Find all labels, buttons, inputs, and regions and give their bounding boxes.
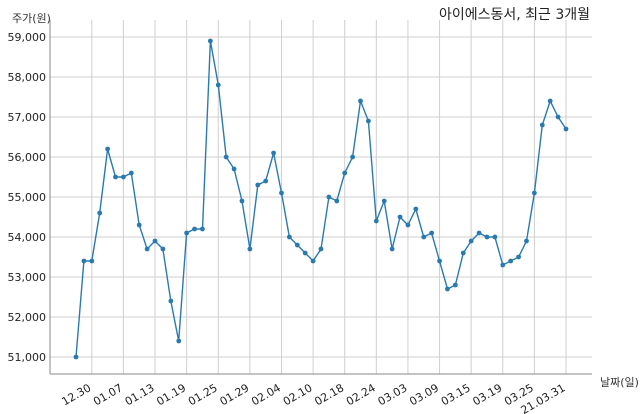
data-point [310,258,316,264]
data-point [121,174,126,180]
data-point [421,234,427,240]
x-axis-label: 날짜(일) [600,375,639,389]
data-point [184,230,190,236]
data-point [81,258,87,264]
x-tick-label: 01.29 [218,381,252,408]
y-tick-labels: 51,000 52,000 53,000 54,000 55,000 56,000 57,0… [8,31,47,364]
data-point [492,234,498,240]
data-point [366,118,371,124]
x-tick-label: 02.04 [249,381,283,408]
y-tick-label: 51,000 [8,351,47,364]
x-tick-label: 02.24 [344,381,378,408]
data-point [342,170,348,176]
data-point [113,174,118,180]
data-point [484,234,490,240]
x-tick-label: 01.25 [186,381,220,408]
data-point [476,230,482,236]
x-tick-label: 01.13 [123,381,157,408]
data-point [452,282,458,288]
data-point [460,250,466,256]
data-point [176,338,182,344]
data-point [207,38,213,44]
data-point [239,198,245,204]
x-tick-label: 01.07 [91,381,125,408]
data-point [389,246,395,252]
grid-lines [50,20,592,374]
x-tick-label: 12.30 [60,381,94,408]
x-tick-labels: 12.3001.0701.1301.1901.2501.2902.0402.10… [60,381,568,414]
data-point [215,82,221,88]
data-point [555,114,561,120]
data-point [563,126,569,132]
x-tick-label: 03.03 [376,381,410,408]
data-point [105,146,111,152]
y-tick-label: 54,000 [8,231,47,244]
data-point [73,354,79,360]
data-point [516,254,521,260]
y-tick-label: 58,000 [8,71,47,84]
y-tick-label: 57,000 [8,111,47,124]
data-point [381,198,387,204]
data-point [373,218,379,224]
x-tick-label: 02.10 [281,381,315,408]
y-axis-label: 주가(원) [12,12,51,25]
y-tick-label: 53,000 [8,271,47,284]
data-point [160,246,166,252]
data-point [429,230,435,236]
data-point [302,250,308,256]
data-point [500,262,506,268]
data-point [152,238,158,244]
x-tick-label: 03.19 [470,381,504,408]
x-tick-label: 03.15 [439,381,473,408]
y-tick-label: 55,000 [8,191,47,204]
data-point [547,98,553,104]
data-point [263,178,269,184]
data-point [192,226,197,232]
data-point [413,206,419,212]
data-point [358,98,363,104]
data-point [539,122,545,128]
data-point [397,214,403,220]
data-point [200,226,205,232]
x-tick-label: 02.18 [312,381,346,408]
data-point [508,258,514,264]
data-point [445,286,450,292]
x-tick-label: 01.19 [154,381,188,408]
data-point [168,298,174,304]
x-tick-label: 03.09 [407,381,441,408]
data-point [271,150,276,156]
data-point [279,190,284,196]
data-point [136,222,142,228]
data-point [294,242,300,248]
data-point [468,238,474,244]
data-point [144,246,150,252]
data-point [255,182,261,188]
series-layer [73,38,569,360]
data-point [334,198,340,204]
data-point [223,154,229,160]
data-point [97,210,103,216]
y-tick-label: 52,000 [8,311,47,324]
y-tick-label: 56,000 [8,151,47,164]
data-point [531,190,537,196]
data-point [89,258,95,264]
data-point [437,258,442,264]
data-point [350,154,356,160]
data-point [524,238,529,244]
data-point [405,222,411,228]
data-point [247,246,253,252]
price-series-line [75,40,567,358]
data-point [318,246,324,252]
data-point [286,234,292,240]
data-point [128,170,134,176]
axes [49,20,592,375]
chart-title: 아이에스동서, 최근 3개월 [439,7,590,23]
y-tick-label: 59,000 [8,31,47,44]
data-point [326,194,332,200]
data-point [231,166,237,172]
